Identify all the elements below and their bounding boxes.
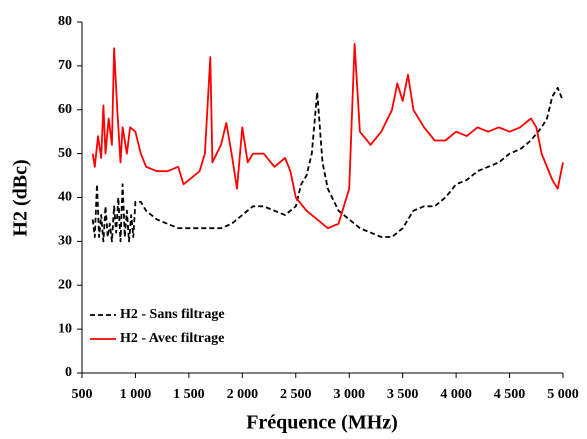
- x-tick-label: 5 000: [547, 387, 579, 402]
- y-tick-label: 50: [58, 146, 72, 161]
- y-tick-label: 40: [58, 190, 72, 205]
- x-tick-label: 1 500: [173, 387, 205, 402]
- x-tick-label: 2 000: [227, 387, 259, 402]
- y-tick-label: 10: [58, 321, 72, 336]
- x-tick-label: 2 500: [280, 387, 312, 402]
- x-tick-label: 500: [72, 387, 93, 402]
- y-tick-label: 20: [58, 277, 72, 292]
- line-series: [91, 43, 564, 230]
- x-tick-label: 1 000: [120, 387, 152, 402]
- y-tick-label: 30: [58, 234, 72, 249]
- line-series: [91, 86, 564, 243]
- y-tick-label: 0: [65, 365, 72, 380]
- legend-label: H2 - Avec filtrage: [120, 331, 224, 346]
- x-tick-label: 4 500: [494, 387, 526, 402]
- x-tick-label: 4 000: [440, 387, 472, 402]
- x-axis-label: Fréquence (MHz): [246, 412, 398, 434]
- y-tick-label: 70: [58, 58, 72, 73]
- y-tick-label: 80: [58, 14, 72, 29]
- y-axis-label: H2 (dBc): [10, 159, 32, 236]
- x-tick-label: 3 000: [333, 387, 365, 402]
- x-tick-label: 3 500: [387, 387, 419, 402]
- legend-label: H2 - Sans filtrage: [120, 307, 225, 322]
- y-tick-label: 60: [58, 102, 72, 117]
